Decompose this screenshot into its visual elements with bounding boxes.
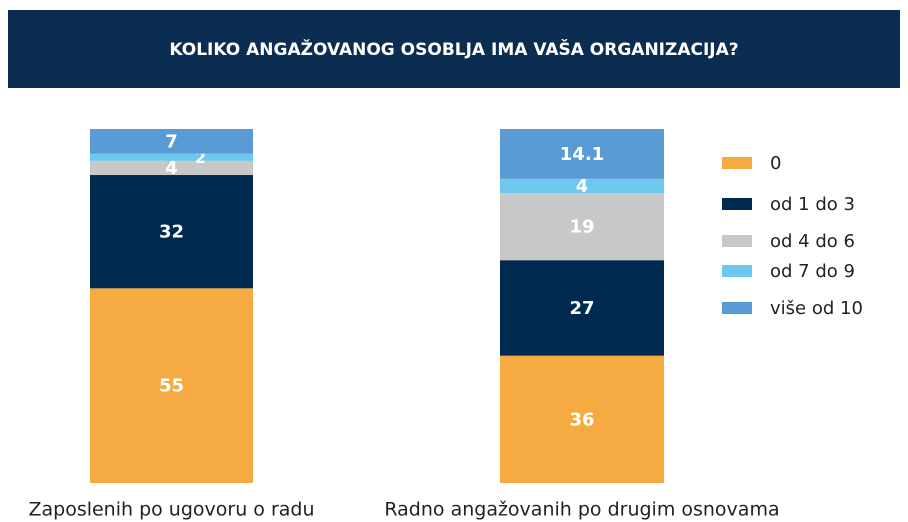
value-label: 2 xyxy=(195,148,206,167)
legend-swatch xyxy=(722,265,752,277)
legend-swatch xyxy=(722,302,752,314)
bar-segment xyxy=(500,193,664,261)
category-label: Zaposlenih po ugovoru o radu xyxy=(28,499,314,521)
legend-label: od 1 do 3 xyxy=(770,194,855,215)
value-label: 7 xyxy=(165,131,178,152)
value-label: 36 xyxy=(569,409,594,430)
bar-segment xyxy=(90,288,253,483)
value-label: 19 xyxy=(569,217,594,238)
bar-segment xyxy=(90,175,253,289)
bar-segment xyxy=(500,355,664,483)
bar-segment xyxy=(500,260,664,356)
chart-title: KOLIKO ANGAŽOVANOG OSOBLJA IMA VAŠA ORGA… xyxy=(169,38,738,60)
bar-segment xyxy=(90,153,253,161)
legend-swatch xyxy=(722,198,752,210)
legend-label: više od 10 xyxy=(770,298,863,319)
legend-label: od 4 do 6 xyxy=(770,231,855,252)
bar-segment xyxy=(90,129,253,154)
legend-swatch xyxy=(722,157,752,169)
value-label: 4 xyxy=(165,158,178,179)
category-label: Radno angažovanih po drugim osnovama xyxy=(384,499,779,521)
value-label: 32 xyxy=(159,222,184,243)
bar-segment xyxy=(90,160,253,176)
legend-swatch xyxy=(722,235,752,247)
bar-segment xyxy=(500,129,664,179)
legend-label: od 7 do 9 xyxy=(770,261,855,282)
value-label: 14.1 xyxy=(560,144,604,165)
bar-segment xyxy=(500,178,664,194)
legend-label: 0 xyxy=(770,153,781,174)
value-label: 4 xyxy=(576,176,589,197)
value-label: 27 xyxy=(569,298,594,319)
title-banner xyxy=(8,10,900,88)
value-label: 55 xyxy=(159,376,184,397)
